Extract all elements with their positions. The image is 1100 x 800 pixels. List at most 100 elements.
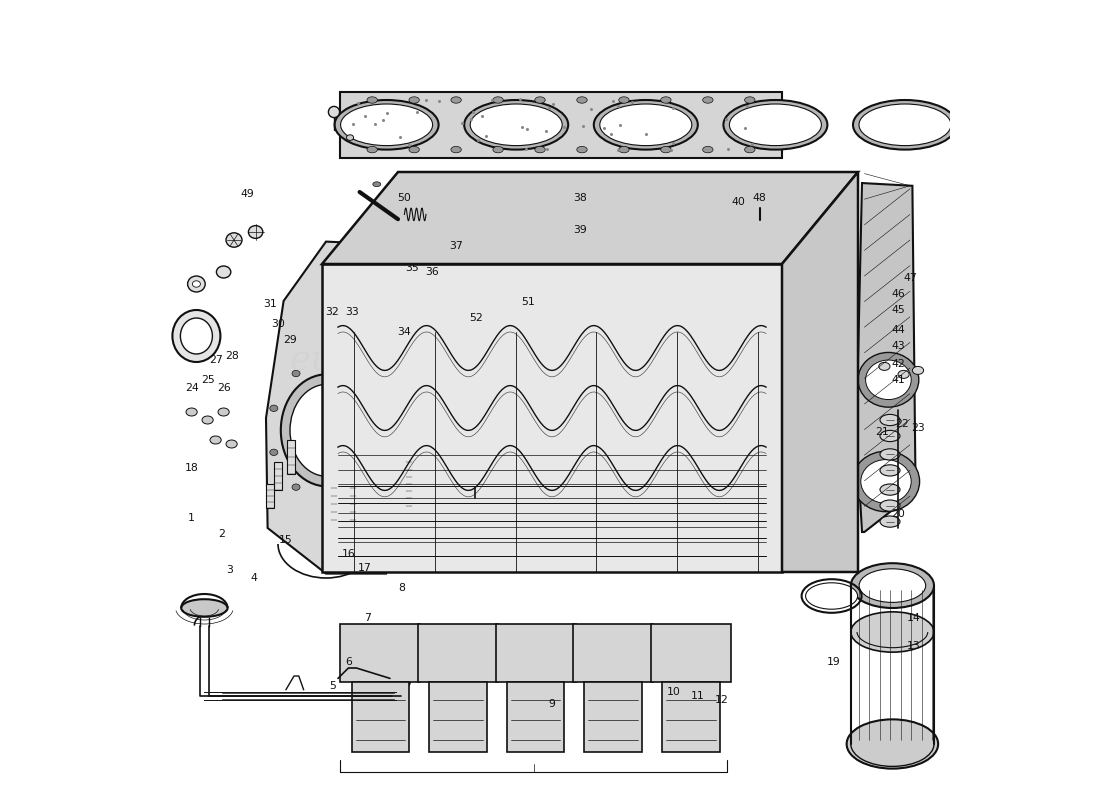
Ellipse shape	[880, 500, 900, 511]
Ellipse shape	[409, 97, 419, 103]
Ellipse shape	[249, 226, 263, 238]
Bar	[266, 484, 274, 508]
Polygon shape	[496, 624, 575, 682]
Ellipse shape	[661, 146, 671, 153]
Ellipse shape	[858, 353, 918, 407]
Ellipse shape	[640, 366, 651, 374]
Text: 36: 36	[425, 267, 439, 277]
Text: 27: 27	[209, 355, 222, 365]
Ellipse shape	[693, 182, 701, 186]
Text: 39: 39	[573, 226, 587, 235]
Text: 47: 47	[903, 274, 917, 283]
Ellipse shape	[606, 378, 615, 384]
Ellipse shape	[525, 422, 535, 429]
Text: 2: 2	[219, 530, 225, 539]
Polygon shape	[322, 172, 858, 264]
Ellipse shape	[270, 405, 278, 411]
Text: 26: 26	[217, 383, 231, 393]
Ellipse shape	[493, 97, 504, 103]
Text: 16: 16	[341, 549, 355, 558]
Ellipse shape	[329, 106, 340, 118]
Polygon shape	[651, 624, 730, 682]
Ellipse shape	[410, 653, 418, 659]
Text: 19: 19	[827, 658, 840, 667]
Ellipse shape	[757, 218, 762, 222]
Ellipse shape	[343, 653, 351, 659]
Ellipse shape	[453, 210, 461, 215]
Ellipse shape	[188, 276, 206, 292]
Ellipse shape	[361, 478, 368, 484]
Ellipse shape	[621, 389, 629, 394]
Text: 30: 30	[271, 319, 285, 329]
Text: 34: 34	[397, 327, 411, 337]
Ellipse shape	[334, 100, 439, 150]
Text: 12: 12	[715, 695, 729, 705]
Ellipse shape	[362, 670, 370, 677]
Ellipse shape	[346, 135, 353, 141]
Ellipse shape	[912, 366, 924, 374]
Ellipse shape	[549, 349, 563, 358]
Text: 49: 49	[241, 189, 254, 198]
Text: 1: 1	[188, 514, 195, 523]
Ellipse shape	[852, 100, 957, 150]
Ellipse shape	[575, 653, 584, 659]
Ellipse shape	[565, 653, 573, 659]
Ellipse shape	[880, 430, 900, 442]
Text: 4: 4	[251, 573, 257, 582]
Ellipse shape	[367, 97, 377, 103]
Text: 9: 9	[548, 699, 556, 709]
Ellipse shape	[226, 440, 238, 448]
Bar	[406, 458, 411, 506]
Text: 28: 28	[224, 351, 239, 361]
Ellipse shape	[290, 384, 364, 476]
Ellipse shape	[226, 233, 242, 247]
Ellipse shape	[576, 146, 587, 153]
Ellipse shape	[367, 146, 377, 153]
Ellipse shape	[745, 97, 755, 103]
Ellipse shape	[493, 146, 504, 153]
Ellipse shape	[724, 100, 827, 150]
Text: 22: 22	[895, 419, 909, 429]
Ellipse shape	[852, 451, 920, 512]
Ellipse shape	[866, 360, 911, 399]
Ellipse shape	[218, 408, 229, 416]
Polygon shape	[584, 682, 642, 752]
Ellipse shape	[879, 362, 890, 370]
Ellipse shape	[613, 210, 620, 215]
Ellipse shape	[217, 266, 231, 278]
Ellipse shape	[880, 465, 900, 476]
Ellipse shape	[613, 182, 620, 186]
Text: 38: 38	[573, 194, 587, 203]
Ellipse shape	[540, 394, 552, 402]
Text: 13: 13	[908, 641, 921, 650]
Text: 44: 44	[891, 325, 905, 334]
Polygon shape	[507, 682, 564, 752]
Ellipse shape	[680, 394, 688, 398]
Ellipse shape	[460, 400, 470, 406]
Ellipse shape	[327, 359, 336, 366]
Ellipse shape	[361, 377, 368, 383]
Ellipse shape	[773, 182, 781, 186]
Ellipse shape	[693, 210, 701, 215]
Ellipse shape	[847, 719, 938, 769]
Ellipse shape	[535, 97, 546, 103]
Ellipse shape	[487, 653, 496, 659]
Ellipse shape	[280, 374, 373, 486]
Ellipse shape	[720, 653, 728, 659]
Ellipse shape	[366, 198, 427, 230]
Ellipse shape	[373, 182, 381, 186]
Ellipse shape	[773, 210, 781, 215]
Text: 6: 6	[345, 657, 352, 666]
Ellipse shape	[745, 146, 755, 153]
Ellipse shape	[703, 146, 713, 153]
Ellipse shape	[470, 104, 562, 146]
Text: 51: 51	[520, 298, 535, 307]
Ellipse shape	[581, 422, 592, 430]
Ellipse shape	[535, 146, 546, 153]
Text: 24: 24	[185, 383, 198, 393]
Text: 50: 50	[397, 194, 411, 203]
Ellipse shape	[602, 198, 662, 230]
Polygon shape	[662, 682, 719, 752]
Text: eurospareparts: eurospareparts	[570, 503, 850, 537]
Ellipse shape	[729, 104, 822, 146]
